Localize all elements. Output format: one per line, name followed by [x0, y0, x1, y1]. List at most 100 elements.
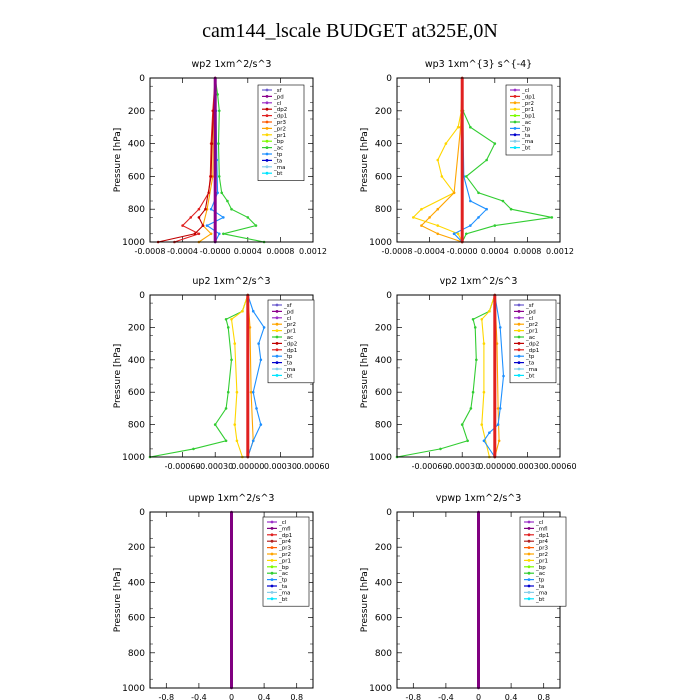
series-point-pr2	[420, 224, 423, 227]
legend-marker	[270, 565, 274, 569]
x-tick-label: 0.4	[505, 693, 518, 700]
series-point-tp	[496, 423, 500, 426]
y-tick-label: 0	[386, 74, 392, 84]
legend-label: _tp	[521, 126, 531, 132]
y-tick-label: 600	[128, 388, 145, 398]
series-line-ac	[149, 294, 249, 458]
x-tick-label: 0.0012	[299, 247, 327, 256]
series-line-pr1	[230, 294, 249, 458]
series-point-tp	[257, 342, 260, 345]
x-tick-label: -0.00030	[444, 462, 480, 471]
series-point-ac	[501, 199, 505, 203]
y-tick-label: 400	[375, 140, 392, 150]
y-axis-label: Pressure [hPa]	[360, 568, 370, 633]
series-point-pr2	[496, 407, 500, 410]
x-tick-label: 0	[229, 693, 234, 700]
y-tick-label: 800	[375, 205, 392, 215]
y-tick-label: 800	[375, 649, 392, 659]
legend-label: _pr1	[278, 558, 291, 564]
legend-label: _dp1	[273, 114, 287, 120]
series-point-ac	[471, 390, 475, 394]
series-point-tp	[469, 224, 472, 227]
legend-label: _cl	[278, 520, 287, 526]
series-point-pr1	[444, 142, 448, 145]
y-tick-label: 1000	[369, 238, 392, 248]
series-line-pr1	[412, 77, 463, 243]
legend: _sf_pd_cl_dp2_dp1_pr3_pr2_pr1_bp_ac_tp_t…	[257, 84, 305, 181]
legend-label: _cl	[283, 316, 292, 322]
series-point-pr1	[482, 342, 486, 345]
y-tick-label: 800	[128, 205, 145, 215]
legend-label: _pr1	[273, 133, 286, 139]
x-tick-label: -0.00060	[412, 462, 448, 471]
y-tick-label: 200	[375, 543, 392, 553]
legend-box	[519, 516, 567, 607]
legend-marker	[527, 571, 531, 575]
legend-marker	[265, 133, 269, 137]
legend-label: _ma	[535, 590, 547, 596]
legend: _cl_mfl_dp1_pr4_pr3_pr2_pr1_bp_ac_tp_ta_…	[262, 516, 310, 607]
legend-marker	[270, 584, 274, 588]
legend: _cl_mfl_dp1_pr4_pr3_pr2_pr1_bp_ac_tp_ta_…	[519, 516, 567, 607]
x-tick-label: -0.00030	[197, 462, 233, 471]
series-point-pr1	[436, 158, 440, 162]
legend-marker	[265, 165, 269, 169]
series-point-pr1	[456, 232, 460, 236]
series-point-ac	[226, 390, 230, 394]
legend-marker	[270, 559, 274, 562]
series-point-dp1	[197, 207, 201, 211]
legend-marker	[270, 533, 274, 537]
y-tick-label: 0	[139, 291, 145, 301]
series-point-ac	[473, 326, 477, 329]
x-tick-label: 0.00030	[511, 462, 544, 471]
legend-marker	[527, 527, 531, 530]
series-point-tp	[482, 439, 486, 443]
legend-marker	[265, 120, 269, 124]
legend-label: _pr1	[525, 329, 538, 335]
legend-marker	[517, 374, 521, 377]
legend-marker	[517, 361, 521, 364]
plot-frame	[149, 77, 314, 243]
x-tick-label: -0.0000	[447, 247, 478, 256]
chart-panel-4: vp2 1xm^2/s^3 Pressure [hPa] 0 200 400 600 800…	[360, 276, 577, 471]
legend-marker	[527, 591, 531, 594]
series-point-pr1	[412, 216, 415, 219]
legend-marker	[517, 322, 521, 326]
legend-label: _pr3	[273, 120, 287, 126]
legend-label: _bt	[278, 597, 288, 603]
legend-marker	[517, 367, 521, 371]
y-tick-label: 200	[375, 323, 392, 333]
legend-marker	[517, 342, 521, 345]
x-tick-label: -0.0004	[414, 247, 445, 256]
x-tick-label: 0.00060	[296, 462, 329, 471]
legend-marker	[513, 120, 517, 124]
y-tick-label: 400	[128, 140, 145, 150]
legend-marker	[275, 303, 279, 307]
x-tick-label: 0.4	[258, 693, 271, 700]
series-point-pr1	[482, 390, 486, 394]
series-point-ac	[217, 109, 221, 113]
x-tick-label: -0.8	[158, 693, 174, 700]
legend-label: _ac	[521, 120, 531, 126]
series-point-ac	[222, 232, 225, 236]
legend-marker	[513, 101, 517, 105]
legend-marker	[270, 578, 274, 581]
series-point-tp	[469, 199, 472, 203]
series-point-ac	[471, 318, 475, 321]
legend-marker	[265, 107, 269, 111]
series-point-ac	[224, 439, 228, 443]
legend-marker	[270, 597, 274, 601]
series-point-dp1	[181, 224, 184, 227]
series-point-ac	[485, 158, 488, 162]
legend: _sf_pd_cl_pr2_pr1_ac_dp2_dp1_tp_ta_ma_bt	[509, 299, 557, 384]
legend-marker	[527, 578, 531, 581]
series-point-ac	[464, 232, 468, 236]
legend-label: _ac	[525, 335, 535, 341]
series-point-dp2	[209, 175, 213, 178]
legend-marker	[527, 539, 531, 543]
series-point-ac	[509, 207, 513, 211]
series-point-ac	[230, 207, 233, 211]
y-tick-label: 600	[128, 614, 145, 624]
series-point-pr1	[233, 342, 237, 345]
series-point-pr2	[249, 390, 253, 394]
